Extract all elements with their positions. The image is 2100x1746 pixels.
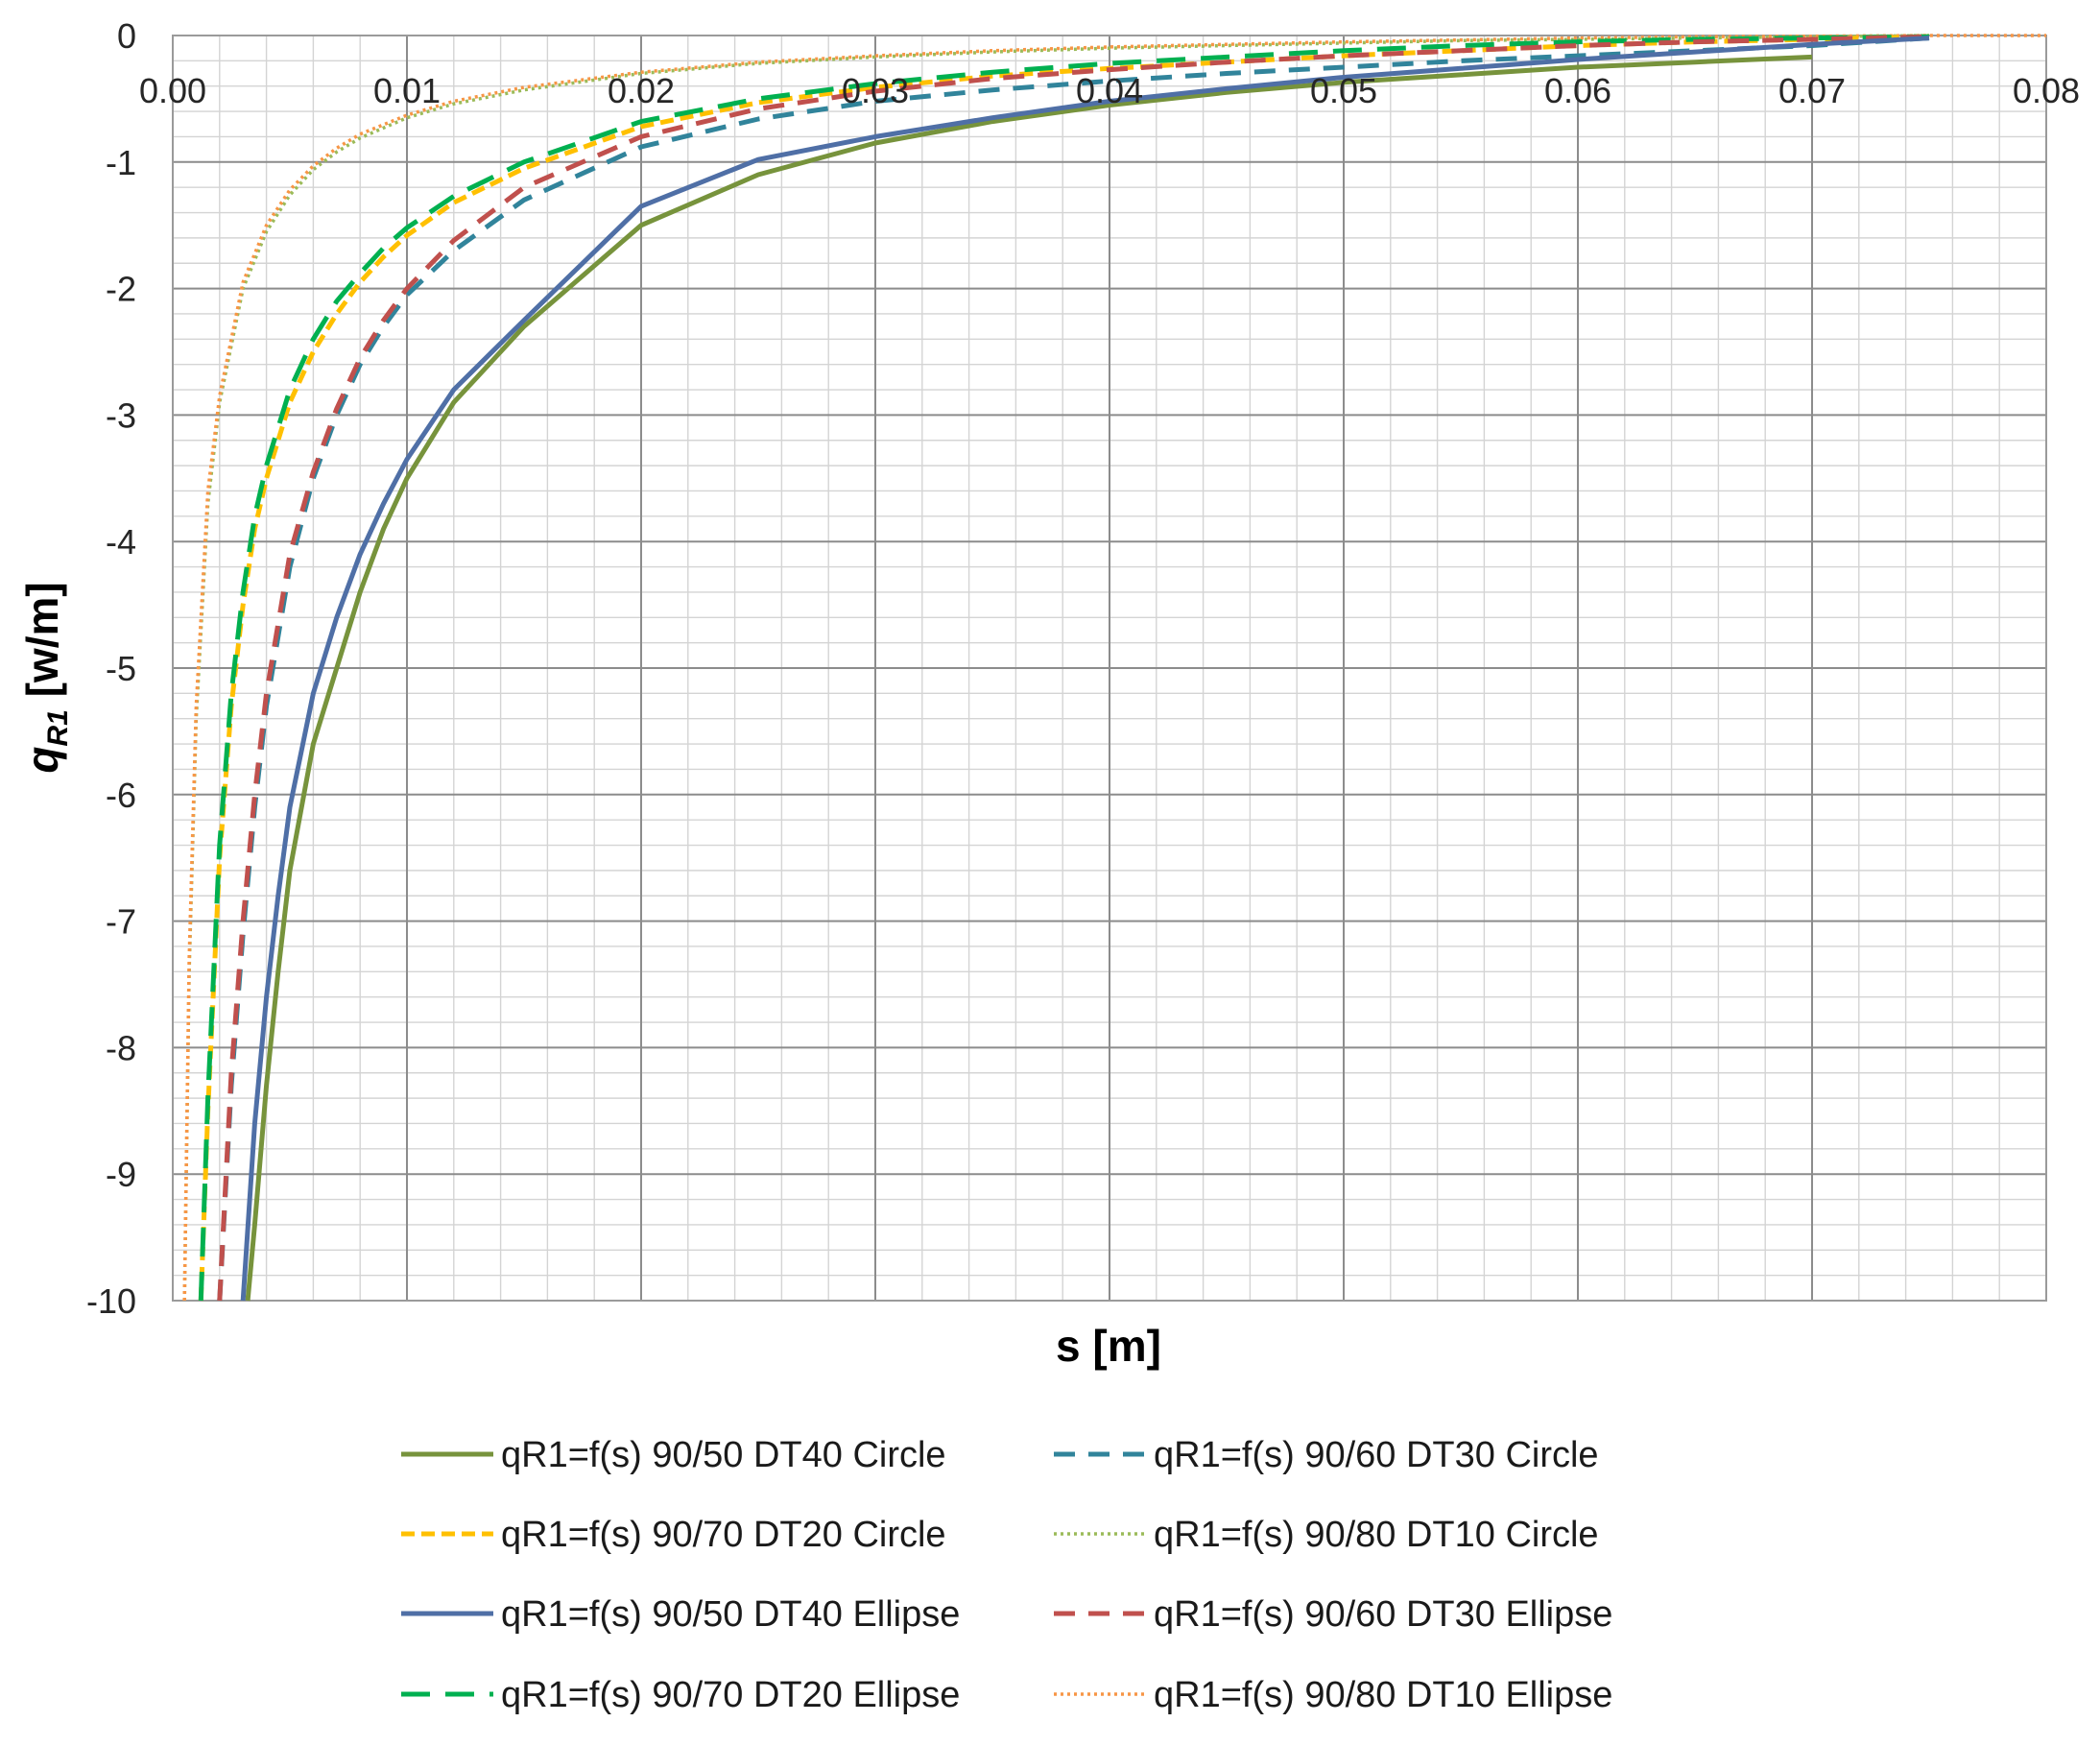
x-tick-label: 0.00 [139,71,206,110]
x-tick-label: 0.07 [1778,71,1846,110]
y-tick-label: -10 [86,1281,136,1321]
legend-entry-label: qR1=f(s) 90/80 DT10 Ellipse [1154,1675,1612,1715]
x-axis-tick-labels: 0.00 0.01 0.02 0.03 0.04 0.05 0.06 0.07 0.08 [139,71,2080,110]
legend-entry-label: qR1=f(s) 90/80 DT10 Circle [1154,1515,1599,1555]
legend-entry-label: qR1=f(s) 90/70 DT20 Ellipse [501,1675,960,1715]
y-tick-label: -1 [106,143,136,182]
x-tick-label: 0.08 [2013,71,2080,110]
x-tick-label: 0.03 [842,71,909,110]
x-tick-label: 0.04 [1076,71,1143,110]
series-line [198,34,1930,1302]
y-axis-label-subscript: R1 [42,709,74,746]
y-tick-label: -2 [106,270,136,309]
y-tick-label: -3 [106,395,136,435]
x-tick-label: 0.01 [373,71,441,110]
y-tick-label: -8 [106,1028,136,1067]
y-axis-tick-labels: 0 -1 -2 -3 -4 -5 -6 -7 -8 -9 -10 [86,16,136,1321]
y-axis-label-unit: [w/m] [17,582,67,709]
x-tick-label: 0.02 [608,71,675,110]
y-tick-label: -4 [106,522,136,562]
y-tick-label: -7 [106,902,136,942]
y-tick-label: -9 [106,1155,136,1194]
series-line [240,36,1930,1302]
y-tick-label: 0 [117,16,136,56]
y-axis-label-main: q [17,747,67,774]
series-layer [182,34,2046,1302]
legend-entry-label: qR1=f(s) 90/70 DT20 Circle [501,1515,946,1555]
legend-entry-label: qR1=f(s) 90/60 DT30 Ellipse [1154,1594,1612,1635]
y-axis-label: qR1 [w/m] [17,582,74,773]
x-tick-label: 0.06 [1544,71,1611,110]
x-axis-label: s [m] [1056,1321,1161,1371]
plot-area-frame [172,35,2047,1302]
legend-entry-label: qR1=f(s) 90/50 DT40 Ellipse [501,1594,960,1635]
series-line [217,34,1930,1302]
legend-entry-label: qR1=f(s) 90/60 DT30 Circle [1154,1435,1599,1475]
y-tick-label: -6 [106,776,136,815]
legend-entry-label: qR1=f(s) 90/50 DT40 Circle [501,1435,946,1475]
major-gridlines [173,36,2046,1301]
series-line [245,54,1813,1302]
y-tick-label: -5 [106,649,136,688]
x-tick-label: 0.05 [1310,71,1377,110]
legend: qR1=f(s) 90/50 DT40 Circle qR1=f(s) 90/60… [401,1435,1612,1715]
